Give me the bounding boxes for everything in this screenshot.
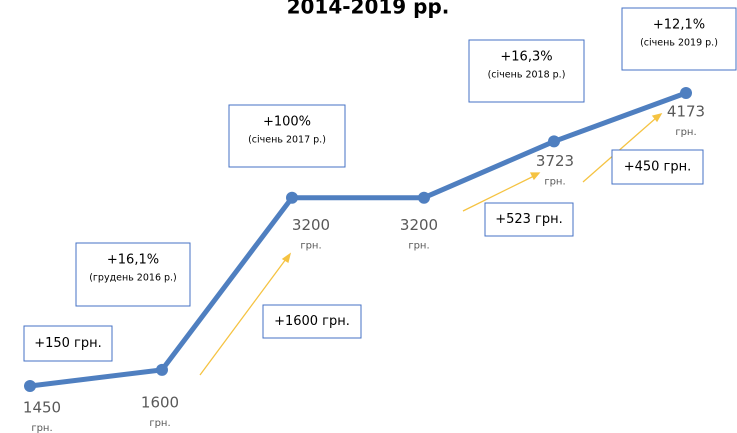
annotation-text: +12,1% (653, 18, 705, 33)
annotation-text: +450 грн. (624, 160, 692, 175)
value-label: 3200 (400, 216, 438, 234)
annotation-box (228, 104, 346, 168)
value-label: 1600 (141, 393, 179, 411)
value-label: 3200 (292, 216, 330, 234)
unit-label: грн. (31, 423, 52, 433)
data-point (286, 191, 298, 204)
annotation-note: (січень 2018 р.) (488, 70, 566, 81)
unit-label: грн. (149, 418, 170, 429)
value-label: 3723 (536, 152, 574, 170)
arrow (199, 258, 287, 376)
annotation-box (468, 39, 585, 103)
arrow-head (281, 252, 292, 264)
data-point (418, 191, 430, 204)
data-line (29, 90, 687, 389)
annotation-text: +150 грн. (34, 336, 102, 351)
arrow (462, 175, 535, 212)
annotation-text: +16,3% (500, 50, 552, 65)
arrows (199, 112, 663, 376)
annotation-text: +16,1% (107, 253, 159, 268)
annotation-text: +100% (263, 115, 311, 130)
unit-label: грн. (544, 176, 565, 187)
data-point (156, 363, 168, 376)
annotation-text: +1600 грн. (274, 314, 350, 329)
data-point (24, 380, 36, 392)
annotation-box (611, 149, 704, 185)
data-point (680, 87, 692, 99)
annotation-box (262, 304, 362, 339)
value-label: 4173 (667, 103, 705, 121)
unit-label: грн. (408, 241, 429, 252)
unit-label: грн. (300, 241, 321, 252)
annotation-note: (січень 2017 р.) (248, 135, 326, 146)
arrow-head (529, 172, 541, 181)
annotation-text: +523 грн. (495, 212, 563, 227)
annotation-note: (грудень 2016 р.) (89, 273, 177, 284)
annotation-box (75, 242, 191, 307)
value-label: 1450 (23, 399, 61, 417)
unit-label: грн. (675, 127, 696, 138)
annotation-box (23, 325, 113, 362)
annotation-box (621, 7, 737, 71)
annotation-box (484, 202, 574, 237)
annotation-note: (січень 2019 р.) (640, 38, 718, 49)
arrow-head (651, 112, 663, 123)
chart-title: 2014-2019 рр. (287, 0, 450, 19)
data-point (548, 135, 560, 148)
